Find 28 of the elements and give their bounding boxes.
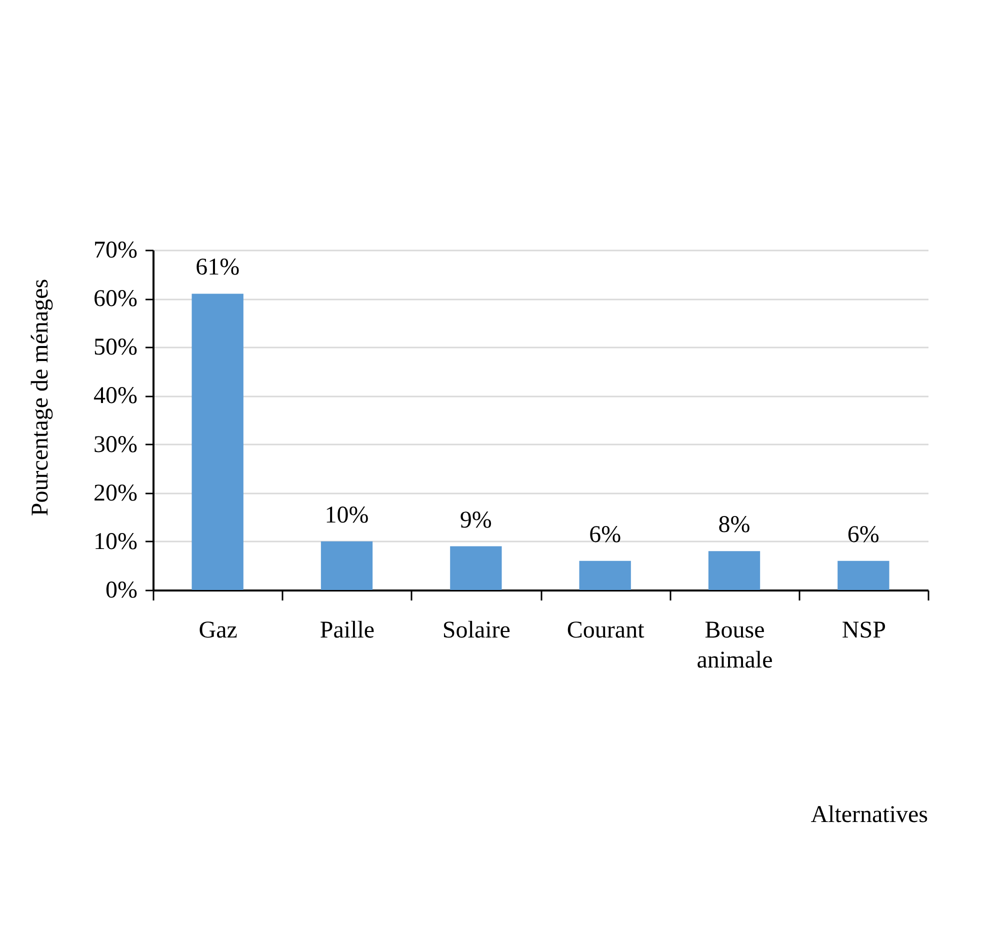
x-tick-label: Gaz [198, 618, 238, 644]
x-tick-label: NSP [842, 618, 886, 644]
data-label: 9% [460, 507, 492, 534]
data-label: 61% [196, 254, 240, 281]
x-tick-label: Courant [566, 618, 645, 644]
bar [192, 294, 244, 590]
data-label: 8% [718, 512, 750, 538]
x-tick-label: Bouse animale [696, 618, 773, 674]
y-tick-label: 20% [94, 480, 138, 506]
y-tick-label: 10% [94, 528, 138, 555]
y-tick-label: 0% [106, 578, 138, 604]
y-tick-label: 60% [94, 286, 138, 312]
bar [838, 560, 890, 590]
bar [450, 546, 502, 590]
data-label: 6% [847, 522, 880, 548]
y-tick-label: 50% [94, 334, 138, 361]
text: Alternatives [810, 802, 928, 828]
bar [579, 560, 631, 590]
x-tick-label: Solaire [442, 618, 510, 644]
x-tick-label: Paille [320, 618, 375, 644]
y-tick-label: 70% [94, 238, 138, 264]
y-axis-title: Pourcentage de ménages [28, 278, 54, 516]
bar [708, 551, 760, 590]
data-label: 10% [324, 502, 369, 528]
y-tick-label: 30% [94, 432, 138, 458]
bar [320, 541, 373, 590]
data-label: 6% [589, 522, 622, 548]
y-tick-label: 40% [94, 383, 138, 410]
